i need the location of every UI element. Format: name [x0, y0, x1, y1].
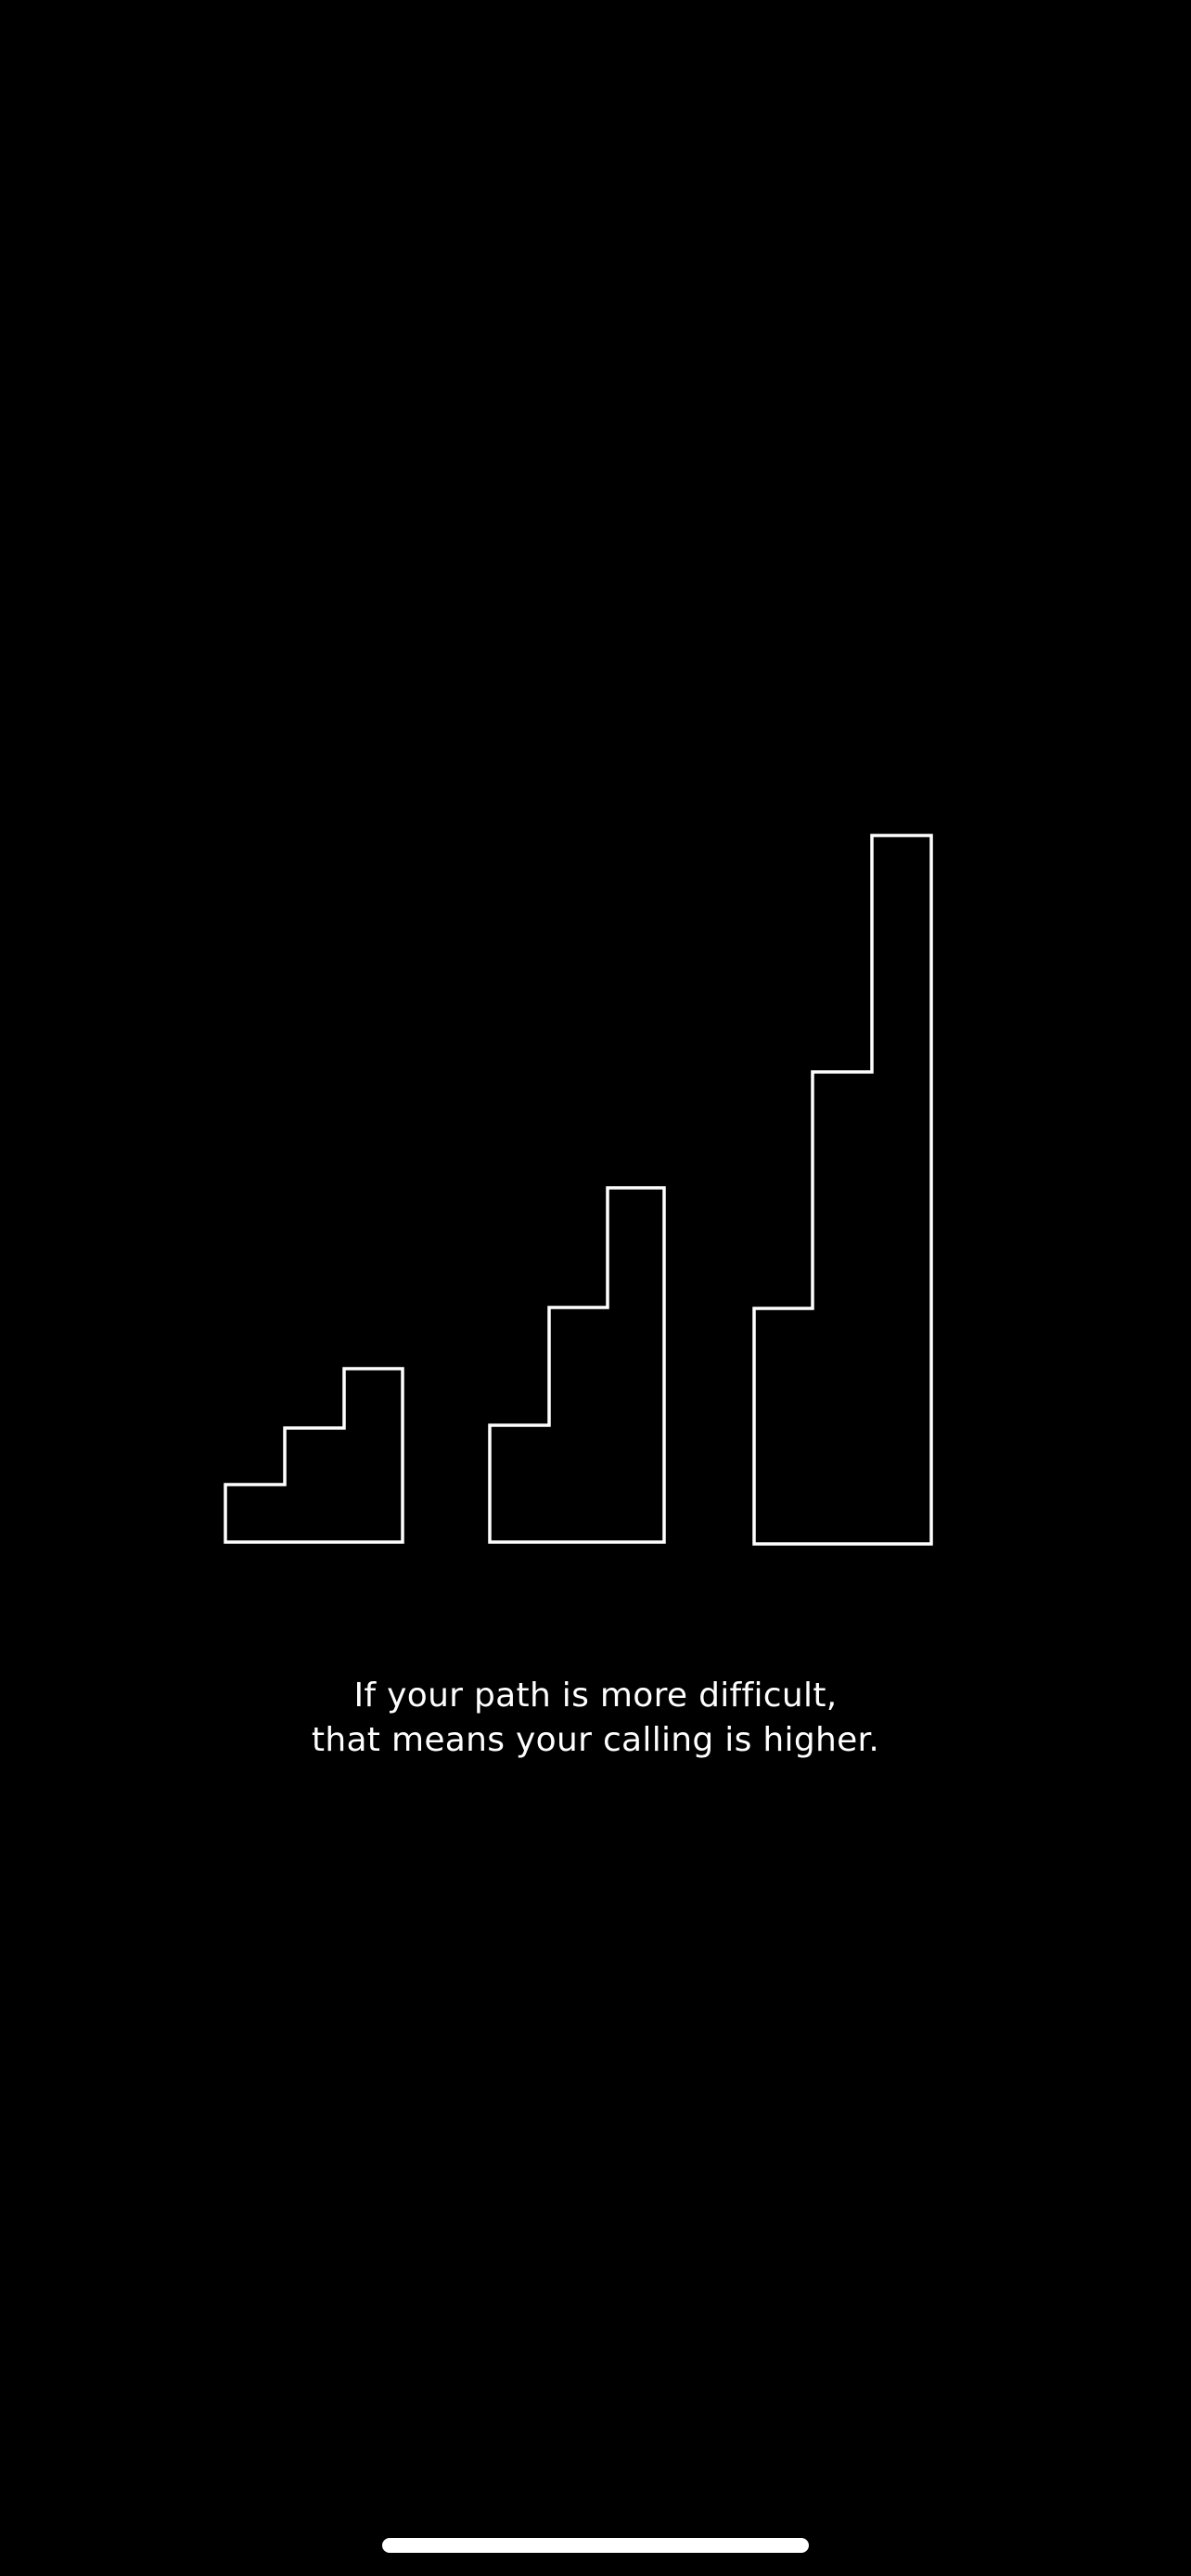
home-indicator[interactable] — [382, 2538, 809, 2553]
quote-line-2: that means your calling is higher. — [311, 1721, 880, 1759]
tall-staircase-icon — [752, 834, 933, 1546]
quote-text: If your path is more difficult, that mea… — [0, 1674, 1191, 1763]
medium-staircase-icon — [488, 1186, 666, 1544]
small-staircase-icon — [224, 1367, 404, 1544]
quote-line-1: If your path is more difficult, — [353, 1677, 838, 1715]
